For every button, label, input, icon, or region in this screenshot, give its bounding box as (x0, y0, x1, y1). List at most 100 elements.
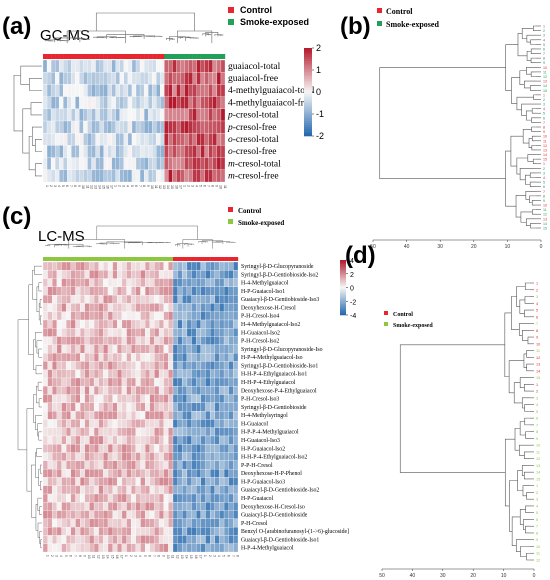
heatmap-cell (233, 444, 239, 453)
heatmap-cell (126, 444, 132, 453)
heatmap-cell (233, 286, 239, 296)
heatmap-cell (70, 485, 76, 495)
dendrogram-branch (28, 284, 34, 355)
heatmap-cell (191, 311, 197, 321)
heatmap-cell (131, 435, 136, 445)
heatmap-cell (79, 72, 84, 85)
heatmap-cell (200, 527, 206, 536)
group-bar-cell (156, 54, 161, 59)
heatmap-cell (149, 394, 155, 403)
heatmap-cell (168, 477, 174, 486)
heatmap-cell (204, 96, 209, 109)
heatmap-cell (163, 344, 169, 354)
heatmap-cell (139, 169, 145, 183)
heatmap-cell (196, 278, 201, 287)
heatmap-cell (158, 485, 164, 495)
heatmap-cell (111, 72, 116, 85)
heatmap-cell (121, 336, 127, 345)
heatmap-cell (160, 96, 165, 109)
heatmap-cell (70, 477, 76, 486)
heatmap-cell (158, 336, 164, 345)
heatmap-cell (98, 477, 104, 486)
heatmap-cell (75, 169, 80, 183)
heatmap-cell (186, 419, 192, 428)
heatmap-cell (56, 452, 62, 461)
colorbar-step (340, 313, 346, 316)
column-label: 2 (49, 185, 53, 187)
heatmap-cell (204, 169, 209, 183)
heatmap-cell (188, 96, 193, 109)
heatmap-cell (75, 477, 81, 486)
column-label: 1 (114, 185, 118, 187)
heatmap-cell (135, 120, 141, 134)
heatmap-cell (70, 328, 76, 337)
heatmap-cell (219, 377, 225, 387)
heatmap-cell (145, 419, 150, 428)
heatmap-cell (123, 84, 129, 97)
colorbar-step (340, 297, 346, 299)
heatmap-cell (184, 157, 189, 170)
heatmap-cell (182, 369, 188, 379)
heatmap-cell (184, 108, 189, 122)
heatmap-cell (47, 261, 53, 271)
heatmap-cell (191, 377, 197, 387)
heatmap-cell (168, 328, 174, 337)
heatmap-cell (56, 353, 62, 362)
heatmap-cell (182, 427, 188, 437)
dendrogram-branch (35, 504, 38, 531)
heatmap-cell (56, 319, 62, 329)
heatmap-cell (200, 120, 205, 134)
heatmap-cell (117, 444, 123, 453)
heatmap-cell (75, 527, 81, 536)
heatmap-cell (42, 460, 48, 470)
heatmap-cell (103, 59, 108, 73)
heatmap-cell (126, 353, 132, 362)
heatmap-cell (214, 469, 220, 478)
heatmap-cell (50, 145, 56, 158)
colorbar-step (304, 129, 312, 132)
column-label: 3 (55, 555, 59, 557)
heatmap-cell (84, 502, 90, 511)
leaf-label: 10 (536, 342, 540, 346)
heatmap-cell (216, 108, 222, 122)
heatmap-cell (154, 460, 160, 470)
heatmap-cell (219, 493, 225, 503)
heatmap-cell (233, 402, 239, 412)
leaf-label: 3 (536, 295, 538, 299)
heatmap-cell (70, 278, 76, 287)
heatmap-cell (200, 157, 205, 170)
heatmap-cell (131, 394, 136, 403)
heatmap-cell (126, 477, 132, 486)
heatmap-cell (180, 59, 185, 73)
heatmap-cell (156, 145, 161, 158)
heatmap-cell (46, 120, 52, 134)
heatmap-cell (210, 435, 215, 445)
heatmap-cell (180, 169, 185, 183)
heatmap-cell (200, 261, 206, 271)
group-bar-cell (111, 54, 116, 59)
heatmap-cell (70, 261, 76, 271)
heatmap-cell (163, 493, 169, 503)
heatmap-cell (46, 84, 52, 97)
leaf-label: 14 (536, 471, 540, 475)
heatmap-cell (214, 527, 220, 536)
leaf-label: 13 (543, 217, 547, 221)
legend-c-smoke-label: Smoke-exposed (238, 219, 284, 227)
heatmap-cell (172, 527, 178, 536)
dendrogram-branch (35, 365, 42, 375)
heatmap-cell (112, 319, 118, 329)
heatmap-cell (131, 361, 136, 370)
dendrogram-branch (528, 138, 533, 148)
heatmap-cell (191, 535, 197, 544)
heatmap-cell (160, 108, 165, 122)
heatmap-cell (47, 535, 53, 544)
heatmap-cell (107, 377, 113, 387)
heatmap-cell (42, 319, 48, 329)
heatmap-cell (103, 336, 109, 345)
row-label: 4-methylguaiacol-free (228, 97, 312, 108)
column-label: 1 (203, 555, 207, 557)
column-label: 6 (147, 555, 151, 557)
heatmap-cell (168, 353, 174, 362)
heatmap-cell (63, 84, 68, 97)
heatmap-cell (131, 120, 137, 134)
